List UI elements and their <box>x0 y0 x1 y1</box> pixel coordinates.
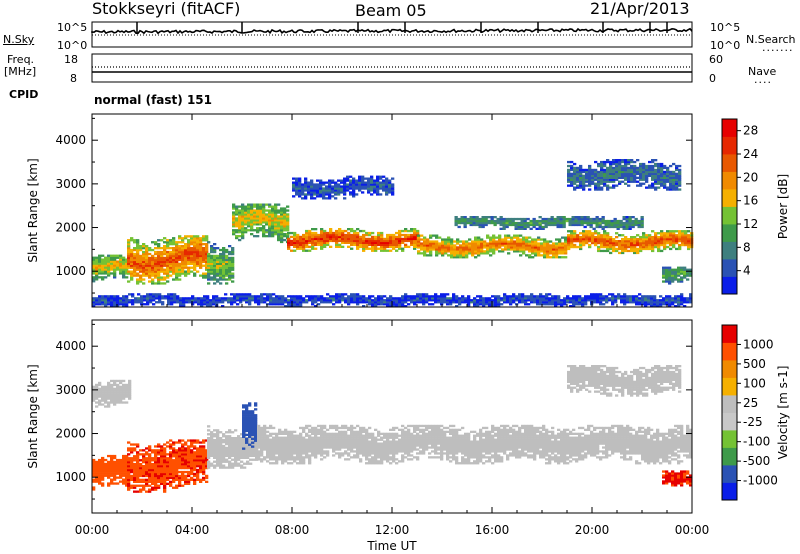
freq-tick-high: 18 <box>64 53 78 66</box>
y-axis-label-1: Slant Range [km] <box>26 364 40 468</box>
velocity-cbar-tick-5: -100 <box>743 435 770 449</box>
y-tick-label-0-3: 4000 <box>55 133 86 147</box>
power-echo-band-4 <box>287 228 420 252</box>
x-tick-label-6: 00:00 <box>675 523 710 537</box>
velocity-echo-band-6 <box>567 365 682 397</box>
freq-label-line1: Freq. <box>7 53 35 66</box>
cpid-label: CPID <box>9 88 39 101</box>
panel-bg-1 <box>92 320 692 513</box>
freq-tick-low: 8 <box>70 72 77 85</box>
power-echo-band-3 <box>232 203 290 244</box>
velocity-echo-band-5 <box>92 379 132 408</box>
power-cbar-label: Power [dB] <box>776 174 790 239</box>
velocity-heatmap <box>91 319 693 514</box>
x-tick-label-1: 04:00 <box>175 523 210 537</box>
nave-label: Nave <box>748 65 777 78</box>
x-axis-label: Time UT <box>366 539 417 553</box>
nave-dots: ···· <box>754 76 772 89</box>
nsky-tick-high: 10^5 <box>57 21 88 34</box>
power-echo-band-9 <box>567 159 682 191</box>
velocity-cbar-tick-1: 500 <box>743 357 766 371</box>
velocity-colorbar <box>721 324 741 501</box>
power-echo-band-6 <box>567 230 694 255</box>
y-tick-label-1-1: 2000 <box>55 427 86 441</box>
power-cbar-tick-6: 28 <box>743 124 758 138</box>
power-heatmap <box>91 113 694 308</box>
nsearch-tick-high: 10^5 <box>710 21 741 34</box>
x-tick-label-5: 20:00 <box>575 523 610 537</box>
power-cbar-tick-1: 8 <box>743 240 751 254</box>
velocity-cbar-tick-7: -1000 <box>743 474 778 488</box>
power-echo-band-11 <box>662 266 693 285</box>
power-echo-band-5 <box>417 234 568 259</box>
nsky-label: N.Sky <box>3 33 35 46</box>
station-title: Stokkseyri (fitACF) <box>92 0 241 18</box>
x-tick-label-0: 00:00 <box>75 523 110 537</box>
velocity-cbar-tick-0: 1000 <box>743 337 774 351</box>
y-tick-label-0-0: 1000 <box>55 264 86 278</box>
velocity-echo-band-7 <box>662 470 693 487</box>
power-cbar-tick-0: 4 <box>743 264 751 278</box>
power-cbar-tick-2: 12 <box>743 217 758 231</box>
freq-panel-frame <box>91 53 693 83</box>
x-tick-label-2: 08:00 <box>275 523 310 537</box>
velocity-cbar-tick-4: -25 <box>743 415 763 429</box>
power-echo-band-10 <box>92 293 693 308</box>
nsearch-label: N.Search <box>746 33 796 46</box>
power-cbar-tick-4: 20 <box>743 170 758 184</box>
velocity-cbar-tick-6: -500 <box>743 454 770 468</box>
y-tick-label-1-2: 3000 <box>55 383 86 397</box>
nsky-tick-low: 10^0 <box>57 39 88 52</box>
velocity-echo-band-1 <box>127 439 209 493</box>
x-tick-label-3: 12:00 <box>375 523 410 537</box>
power-echo-band-0 <box>92 254 129 283</box>
nsearch-dots: ······· <box>762 44 794 57</box>
freq-label-line2: [MHz] <box>4 65 37 78</box>
power-echo-band-8 <box>292 175 395 200</box>
velocity-echo-band-3 <box>242 402 258 450</box>
nave-tick-high: 60 <box>709 53 723 66</box>
cpid-mode: normal (fast) 151 <box>94 93 212 107</box>
y-tick-label-1-0: 1000 <box>55 470 86 484</box>
nave-tick-low: 0 <box>709 72 716 85</box>
x-tick-label-4: 16:00 <box>475 523 510 537</box>
panel-bg-0 <box>92 114 692 307</box>
velocity-cbar-tick-3: 25 <box>743 396 758 410</box>
power-echo-band-1 <box>127 235 209 285</box>
velocity-echo-band-0 <box>92 454 129 491</box>
velocity-cbar-tick-2: 100 <box>743 376 766 390</box>
noise-sky-line <box>91 27 693 35</box>
y-tick-label-0-1: 2000 <box>55 221 86 235</box>
power-colorbar <box>721 118 741 295</box>
date-label: 21/Apr/2013 <box>590 0 690 18</box>
power-echo-band-7 <box>454 216 644 230</box>
y-tick-label-0-2: 3000 <box>55 177 86 191</box>
velocity-echo-band-4 <box>257 424 693 465</box>
y-axis-label-0: Slant Range [km] <box>26 158 40 262</box>
nsearch-tick-low: 10^0 <box>710 39 741 52</box>
power-cbar-tick-5: 24 <box>743 147 758 161</box>
y-tick-label-1-3: 4000 <box>55 339 86 353</box>
beam-label: Beam 05 <box>355 1 427 20</box>
power-echo-band-2 <box>207 241 235 285</box>
power-cbar-tick-3: 16 <box>743 194 758 208</box>
velocity-cbar-label: Velocity [m s-1] <box>776 366 790 460</box>
